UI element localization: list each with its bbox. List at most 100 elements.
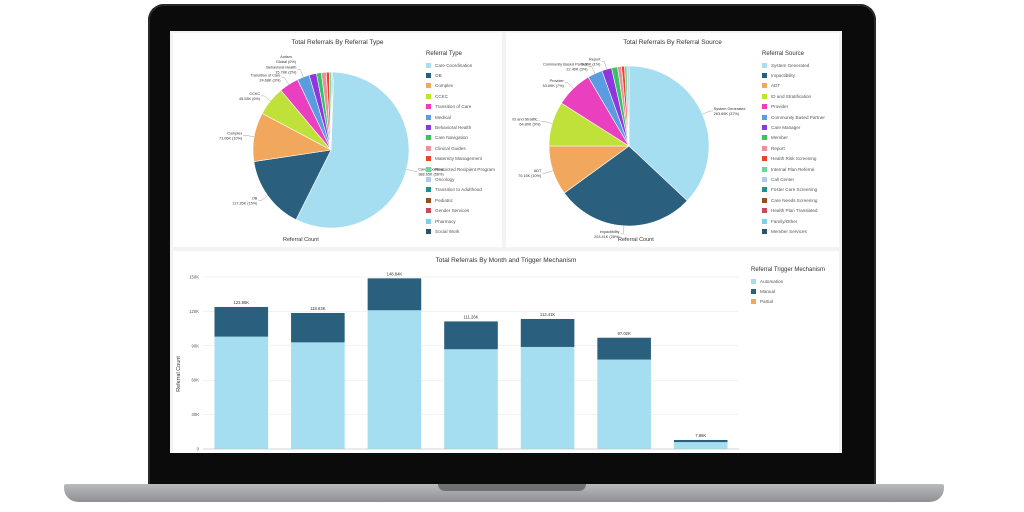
bar-total-label: 97.02K	[618, 331, 631, 336]
source-legend-item[interactable]: ADT	[762, 81, 825, 91]
trigger-legend-item[interactable]: Partial	[751, 297, 825, 307]
laptop-base	[64, 484, 944, 502]
type-legend-item[interactable]: Restricted Recipient Program	[426, 164, 495, 174]
bar-segment[interactable]	[291, 312, 345, 343]
bar-segment[interactable]	[673, 439, 728, 443]
trigger-legend-item[interactable]: Manual	[751, 286, 825, 296]
type-legend-item[interactable]: OB	[426, 70, 495, 80]
type-legend-item[interactable]: Behavioral Health	[426, 122, 495, 132]
legend-label: Call Center	[771, 176, 794, 182]
source-legend-item[interactable]: Community Based Partner	[762, 112, 825, 122]
legend-swatch	[751, 278, 756, 284]
bar-segment[interactable]	[597, 337, 651, 360]
source-legend-item[interactable]: Care Manager	[762, 122, 825, 132]
bar-segment[interactable]	[367, 278, 422, 311]
legend-label: Transition of Care	[435, 104, 472, 110]
source-slice[interactable]	[628, 65, 710, 202]
source-slice-value: 70.15K (10%)	[518, 174, 542, 178]
type-legend-item[interactable]: Medical	[426, 112, 495, 122]
source-legend-item[interactable]: Health Risk Screening	[762, 154, 825, 164]
legend-swatch	[762, 156, 767, 162]
type-legend-item[interactable]: Pediatric	[426, 195, 495, 205]
type-legend-item[interactable]: Social Work	[426, 226, 495, 236]
legend-label: Pediatric	[435, 197, 453, 203]
source-legend-item[interactable]: Foster Care Screening	[762, 185, 825, 195]
source-slice[interactable]	[626, 65, 630, 147]
type-legend-item[interactable]: Complex	[426, 81, 495, 91]
type-legend-item[interactable]: Care Coordination	[426, 60, 495, 70]
source-legend-item[interactable]: ID and Stratification	[762, 91, 825, 101]
type-legend-item[interactable]: Pharmacy	[426, 216, 495, 226]
source-leader-line	[542, 170, 553, 174]
legend-label: Social Work	[435, 228, 460, 234]
referral-type-legend-title: Referral Type	[426, 51, 462, 57]
legend-swatch	[426, 145, 431, 151]
bar-segment[interactable]	[291, 342, 345, 449]
source-legend-item[interactable]: System Generated	[762, 60, 825, 70]
bar-segment[interactable]	[444, 349, 498, 449]
bar-segment[interactable]	[214, 336, 269, 449]
legend-label: Manual	[760, 289, 776, 295]
source-legend-item[interactable]: Call Center	[762, 174, 825, 184]
type-legend-item[interactable]: Gender Services	[426, 205, 495, 215]
laptop-notch	[438, 484, 586, 491]
source-legend-item[interactable]: Member Services	[762, 226, 825, 236]
bar-segment[interactable]	[520, 346, 575, 449]
type-legend-item[interactable]: Transition of Care	[426, 102, 495, 112]
bar-total-label: 113.41K	[540, 312, 555, 317]
legend-label: Complex	[435, 83, 454, 89]
source-legend-item[interactable]: Family/Other	[762, 216, 825, 226]
referral-type-measure-label: Referral Count	[283, 237, 319, 243]
type-legend-item[interactable]: Clinical Guides	[426, 143, 495, 153]
legend-swatch	[762, 62, 767, 68]
source-leader-line	[588, 66, 596, 74]
source-slice-label: Report	[589, 57, 601, 61]
source-slice-label: Impactibility	[600, 230, 620, 234]
legend-label: Oncology	[435, 176, 455, 182]
type-slice-value: 15.78K (2%)	[275, 71, 297, 75]
source-slice[interactable]	[563, 145, 688, 227]
source-legend-item[interactable]: Internal Plan Referral	[762, 164, 825, 174]
type-legend-item[interactable]: Care Navigation	[426, 133, 495, 143]
type-slice-value: 117.35K (15%)	[232, 201, 258, 205]
monthly-trigger-panel: Total Referrals By Month and Trigger Mec…	[173, 251, 839, 453]
bar-segment[interactable]	[673, 442, 728, 449]
legend-label: System Generated	[771, 62, 810, 68]
legend-swatch	[762, 176, 767, 182]
legend-swatch	[762, 125, 767, 131]
type-slice[interactable]	[330, 71, 335, 151]
legend-swatch	[426, 156, 431, 162]
trigger-legend-item[interactable]: Automation	[751, 276, 825, 286]
bar-segment[interactable]	[444, 321, 498, 350]
legend-label: Member	[771, 135, 788, 141]
source-legend-item[interactable]: Provider	[762, 102, 825, 112]
referral-source-measure-label: Referral Count	[618, 237, 654, 243]
type-legend-item[interactable]: Maternity Management	[426, 154, 495, 164]
bar-segment[interactable]	[597, 359, 651, 449]
legend-label: Care Needs Screening	[771, 197, 818, 203]
type-legend-item[interactable]: CCKC	[426, 91, 495, 101]
bar-segment[interactable]	[520, 318, 575, 347]
source-legend-item[interactable]: Impactibility	[762, 70, 825, 80]
bar-segment[interactable]	[367, 310, 422, 449]
type-legend-item[interactable]: Transition to Adulthood	[426, 185, 495, 195]
legend-swatch	[762, 228, 767, 234]
source-slice-label: ID and Stratific...	[512, 117, 540, 121]
type-legend-item[interactable]: Oncology	[426, 174, 495, 184]
legend-label: Restricted Recipient Program	[435, 166, 495, 172]
referral-type-legend: Referral Type Care Coordination OB Complex…	[426, 51, 495, 237]
source-legend-item[interactable]: Health Plan Translated	[762, 205, 825, 215]
source-legend-item[interactable]: Care Needs Screening	[762, 195, 825, 205]
type-slice-value: Global (0%)	[276, 60, 297, 64]
type-slice[interactable]	[253, 149, 332, 221]
legend-label: Member Services	[771, 228, 807, 234]
legend-swatch	[426, 104, 431, 110]
source-legend-item[interactable]: Report	[762, 143, 825, 153]
source-legend-item[interactable]: Member	[762, 133, 825, 143]
referral-type-title: Total Referrals By Referral Type	[291, 39, 384, 46]
type-slice-label: Complex	[227, 131, 242, 135]
type-slice-label: OB	[252, 196, 258, 200]
bar-segment[interactable]	[214, 306, 269, 337]
